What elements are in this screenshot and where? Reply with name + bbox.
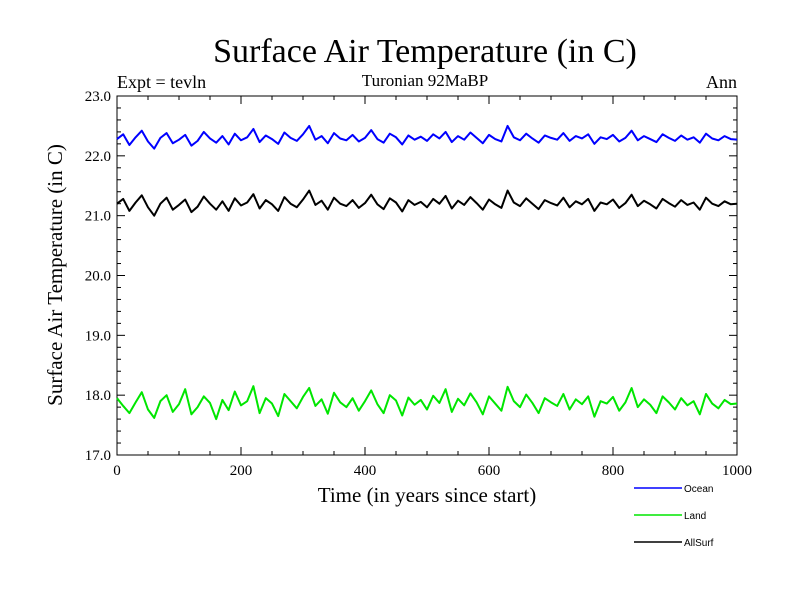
legend-label-land: Land [684, 511, 706, 522]
axis-ticks [116, 95, 738, 456]
y-tick-label: 22.0 [85, 149, 111, 165]
x-tick-label: 800 [602, 463, 625, 479]
y-tick-label: 19.0 [85, 328, 111, 344]
series-line-allsurf [116, 189, 738, 217]
season-label: Ann [706, 72, 737, 92]
x-tick-label: 600 [478, 463, 501, 479]
chart-title: Surface Air Temperature (in C) [213, 33, 637, 70]
series-line-land [116, 385, 738, 421]
y-tick-label: 21.0 [85, 209, 111, 225]
y-axis-label: Surface Air Temperature (in C) [43, 144, 67, 406]
y-tick-labels: 17.0 18.0 19.0 20.0 21.0 22.0 23.0 [85, 89, 111, 464]
series-lines [116, 124, 738, 421]
plot-frame [116, 95, 738, 456]
y-tick-label: 17.0 [85, 448, 111, 464]
chart-subtitle: Turonian 92MaBP [362, 71, 488, 90]
x-axis-label: Time (in years since start) [318, 483, 537, 507]
y-tick-label: 23.0 [85, 89, 111, 105]
legend-label-allsurf: AllSurf [684, 538, 714, 549]
x-tick-labels: 0 200 400 600 800 1000 [113, 463, 752, 479]
y-tick-label: 18.0 [85, 388, 111, 404]
experiment-label: Expt = tevln [117, 72, 206, 92]
legend-label-ocean: Ocean [684, 484, 713, 495]
series-line-ocean [116, 124, 738, 150]
x-tick-label: 400 [354, 463, 377, 479]
x-tick-label: 1000 [722, 463, 752, 479]
y-tick-label: 20.0 [85, 269, 111, 285]
x-tick-label: 0 [113, 463, 121, 479]
legend: Ocean Land AllSurf [634, 484, 714, 549]
x-tick-label: 200 [230, 463, 253, 479]
